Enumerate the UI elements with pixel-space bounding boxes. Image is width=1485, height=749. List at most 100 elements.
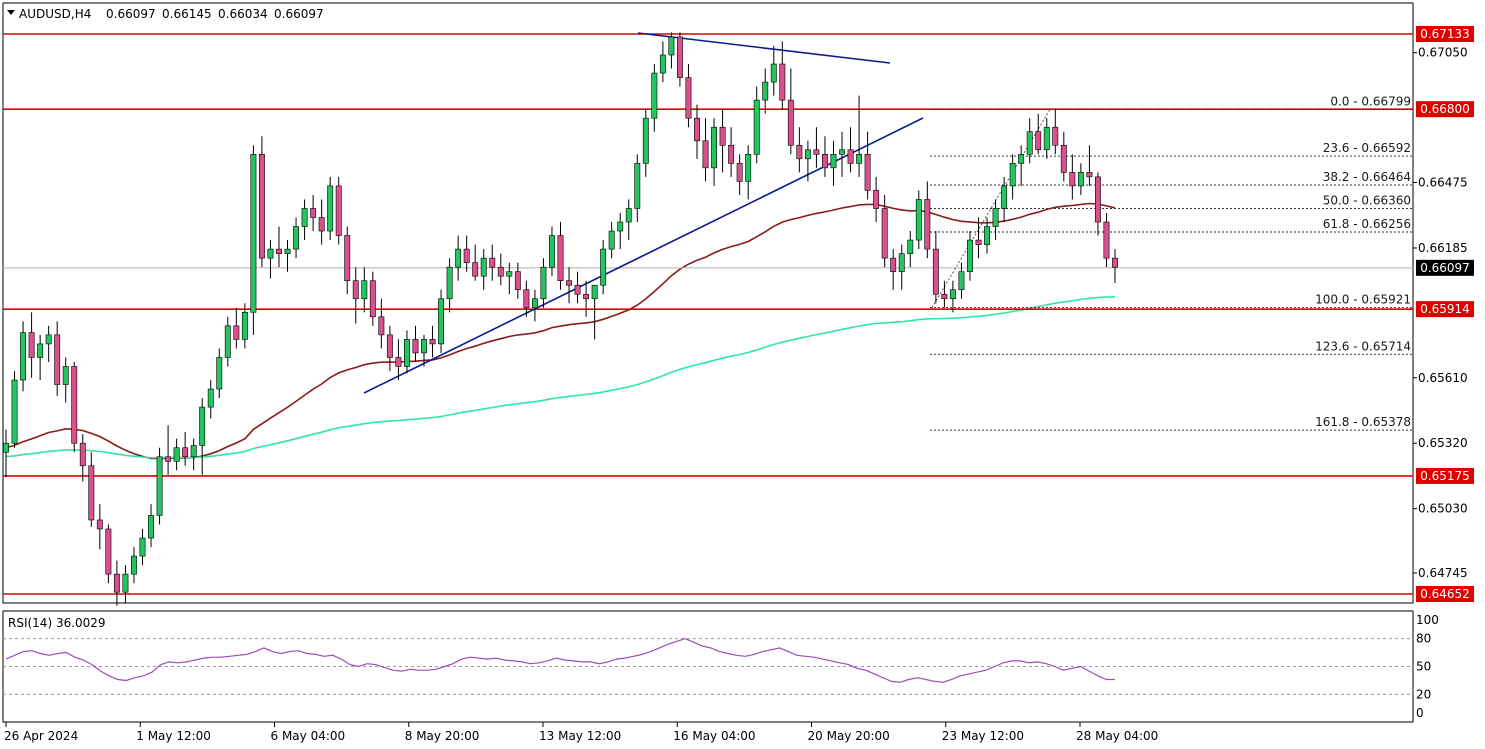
candle [822,136,828,177]
candle-body [241,312,248,340]
candle-body [949,289,956,300]
candle-body [822,154,828,169]
support-resistance-levels [3,33,1413,595]
candle [608,222,615,259]
candle [566,267,572,304]
candle [617,212,624,250]
candle [71,361,78,453]
rsi-axis-label: 0 [1416,706,1424,720]
candle [787,68,794,155]
candle [20,321,27,392]
time-tick-label: 26 Apr 2024 [4,729,78,743]
candle [11,370,18,448]
candle-body [310,208,317,218]
candle [540,258,547,308]
candle-body [608,230,615,250]
candle [659,41,666,83]
candle [1069,154,1076,200]
rsi-axis-label: 50 [1416,660,1431,674]
symbol-dropdown-icon[interactable] [7,10,15,15]
candle [1103,212,1110,268]
candle [600,240,607,295]
candle [412,325,419,362]
candle-body [728,144,735,164]
ohlc-low: 0.66034 [218,7,268,21]
candle-body [386,334,393,358]
candle-body [156,456,163,516]
candle-body [1086,172,1093,178]
candle-body [3,442,9,453]
candle-body [378,316,385,336]
fib-level-label: 38.2 - 0.66464 [1323,170,1411,184]
candle [1052,109,1059,155]
candle-body [881,208,888,259]
candle-body [864,154,871,191]
candle-body [745,154,752,182]
current-price-label: 0.66097 [1420,261,1470,275]
candle-body [1018,154,1025,164]
candle [728,127,735,177]
candle-body [779,63,786,101]
candle-body [352,280,359,300]
candle [301,199,308,241]
candle [45,325,52,362]
candle [864,131,871,200]
candle-body [839,149,845,155]
candle [113,560,120,606]
candle [79,434,86,482]
price-tick-label: 0.64745 [1418,566,1468,580]
candle-body [617,221,624,232]
candle [1035,113,1042,155]
candle-body [762,81,769,101]
candle [1112,249,1118,283]
candle [182,431,189,466]
candle [1094,172,1101,236]
candle-body [258,154,265,259]
candle [148,504,154,548]
candle-body [472,262,479,277]
candle [839,131,845,177]
candle [335,176,342,245]
candle-body [182,447,189,458]
chart-symbol: AUDUSD,H4 [19,7,91,21]
candle [967,231,973,281]
price-tick-label: 0.65320 [1418,436,1468,450]
candle-body [139,537,146,557]
candle [890,249,897,290]
candle [472,244,479,281]
candle-body [463,248,470,263]
candle [932,231,939,304]
candle-body [856,154,863,164]
candle-body [1094,176,1101,223]
candle-body [54,334,61,385]
candle [455,235,462,281]
candle [62,357,69,403]
candle [293,217,299,259]
candle-body [276,248,282,254]
candle [549,226,555,277]
candle-body [1103,221,1110,259]
candle [685,64,692,128]
level-label: 0.67133 [1420,27,1470,41]
candle-body [813,149,820,155]
candle [497,253,504,286]
candle [1043,118,1050,159]
candle-body [1060,144,1067,173]
level-label: 0.65914 [1420,302,1470,316]
candle [898,244,905,290]
candle-body [62,366,69,385]
candle [241,303,248,349]
candle [165,425,172,475]
candle-body [199,406,206,446]
candle-body [531,298,538,309]
candle [421,334,427,367]
candle [378,298,385,349]
candle [924,181,931,259]
candle [395,339,402,381]
candle-body [975,239,982,245]
candle-body [1043,126,1050,151]
candle [813,127,820,168]
ohlc-open: 0.66097 [106,7,156,21]
candle [1086,145,1093,186]
